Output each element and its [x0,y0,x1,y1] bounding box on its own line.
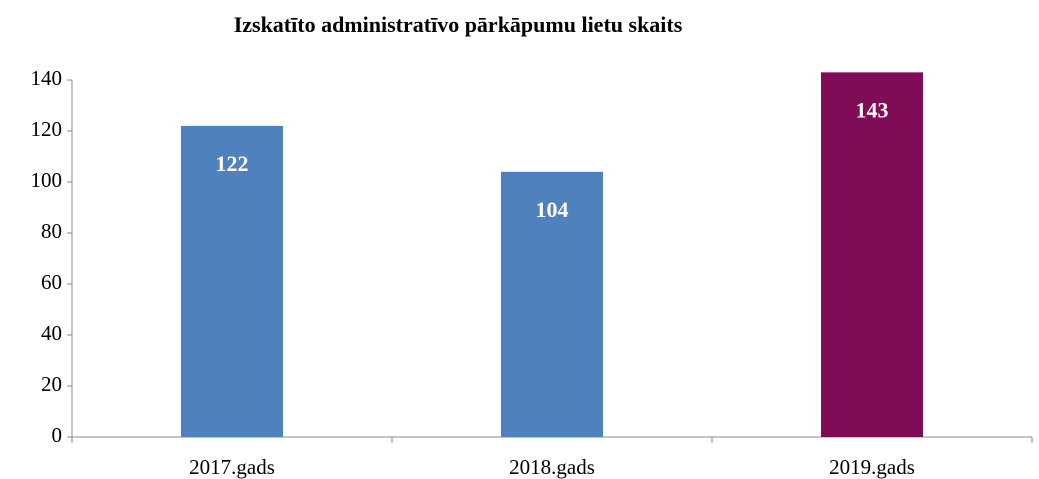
value-label: 143 [856,97,889,122]
y-tick-label: 120 [31,117,63,141]
y-tick-label: 20 [41,372,62,396]
chart-title: Izskatīto administratīvo pārkāpumu lietu… [234,12,683,37]
y-tick-label: 140 [31,66,63,90]
x-tick-label: 2019.gads [829,455,915,479]
y-tick-label: 40 [41,321,62,345]
y-tick-label: 60 [41,270,62,294]
x-tick-label: 2018.gads [509,455,595,479]
bar [501,171,603,438]
value-label: 104 [536,197,569,222]
bar [821,72,923,437]
y-tick-label: 0 [52,423,63,447]
bar [181,125,283,438]
value-label: 122 [216,151,249,176]
y-tick-label: 80 [41,219,62,243]
x-tick-label: 2017.gads [189,455,275,479]
y-tick-label: 100 [31,168,63,192]
